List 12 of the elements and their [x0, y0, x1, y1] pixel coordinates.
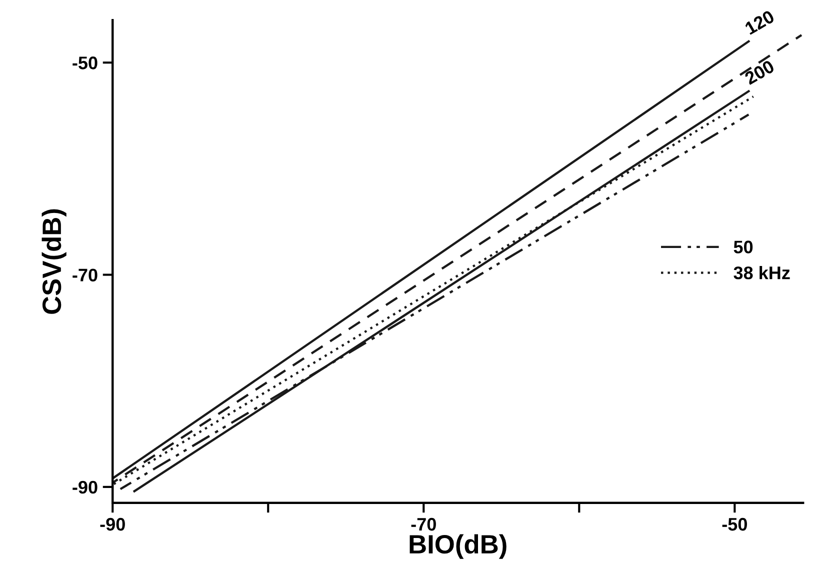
legend-label: 50: [734, 240, 753, 254]
y-tick-label: -50: [72, 56, 98, 70]
y-axis-title: CSV(dB): [42, 209, 66, 314]
y-tick-label: -90: [72, 480, 98, 494]
legend-label: 38 kHz: [734, 266, 790, 280]
x-tick-label: -70: [411, 518, 436, 531]
y-tick-label: -70: [72, 268, 98, 282]
x-tick-label: -50: [722, 518, 747, 531]
x-axis-title: BIO(dB): [410, 534, 506, 559]
annotation: 200: [744, 60, 776, 86]
annotation: 120: [744, 10, 776, 35]
x-tick-label: -90: [100, 518, 125, 531]
